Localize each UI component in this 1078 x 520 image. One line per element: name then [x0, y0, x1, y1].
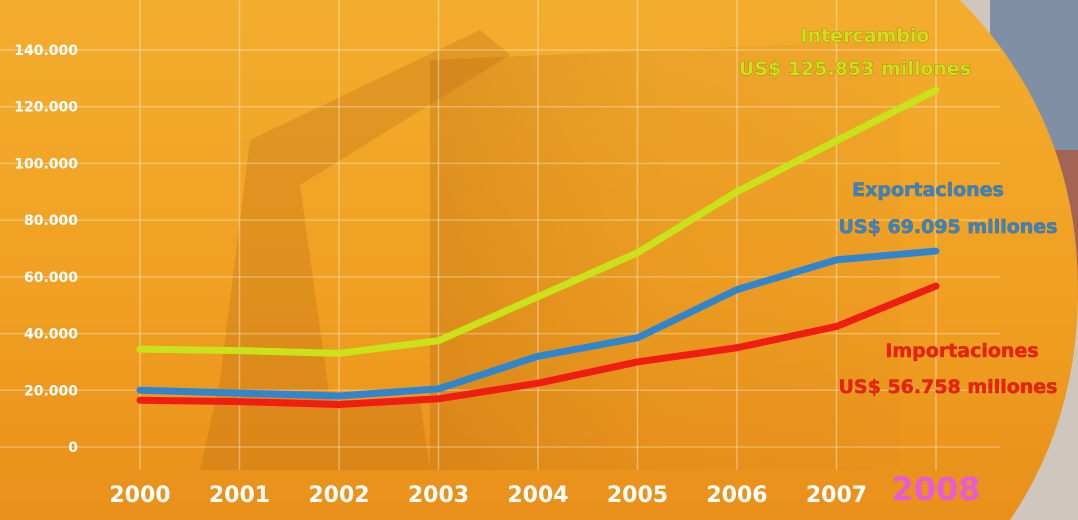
- x-tick-labels: 2000 2001 2002 2003 2004 2005 2006 2007 2008: [109, 470, 980, 508]
- y-tick-label: 40.000: [24, 327, 78, 343]
- x-tick-label: 2005: [607, 483, 668, 508]
- series-total-importaciones: US$ 56.758 millones: [839, 376, 1058, 398]
- y-tick-label: 140.000: [14, 43, 78, 59]
- x-tick-label: 2003: [408, 483, 469, 508]
- series-lines: [136, 86, 940, 408]
- y-tick-label: 60.000: [24, 270, 78, 286]
- x-tick-label-highlight: 2008: [891, 470, 980, 508]
- y-tick-label: 100.000: [14, 156, 78, 172]
- x-tick-label: 2006: [706, 483, 767, 508]
- series-line-intercambio: [136, 86, 940, 357]
- x-tick-label: 2000: [109, 483, 170, 508]
- series-line-exportaciones: [136, 247, 940, 400]
- x-tick-label: 2001: [209, 483, 270, 508]
- series-line-importaciones: [136, 282, 940, 408]
- y-tick-label: 0: [68, 440, 78, 456]
- x-tick-label: 2002: [308, 483, 369, 508]
- series-name-importaciones: Importaciones: [885, 340, 1038, 362]
- y-tick-labels: 0 20.000 40.000 60.000 80.000 100.000 120.000 1…: [14, 43, 78, 456]
- y-tick-label: 20.000: [24, 383, 78, 399]
- series-annotations: Intercambio US$ 125.853 millones Exportaci…: [739, 25, 1058, 399]
- container-wall-shade: [430, 40, 900, 470]
- y-tick-label: 80.000: [24, 213, 78, 229]
- y-tick-label: 120.000: [14, 100, 78, 116]
- crane-silhouette: [200, 30, 510, 470]
- series-total-intercambio: US$ 125.853 millones: [739, 58, 971, 80]
- series-name-intercambio: Intercambio: [801, 25, 930, 47]
- series-name-exportaciones: Exportaciones: [852, 179, 1004, 201]
- x-tick-label: 2007: [806, 483, 867, 508]
- series-total-exportaciones: US$ 69.095 millones: [839, 216, 1058, 238]
- x-tick-label: 2004: [507, 483, 568, 508]
